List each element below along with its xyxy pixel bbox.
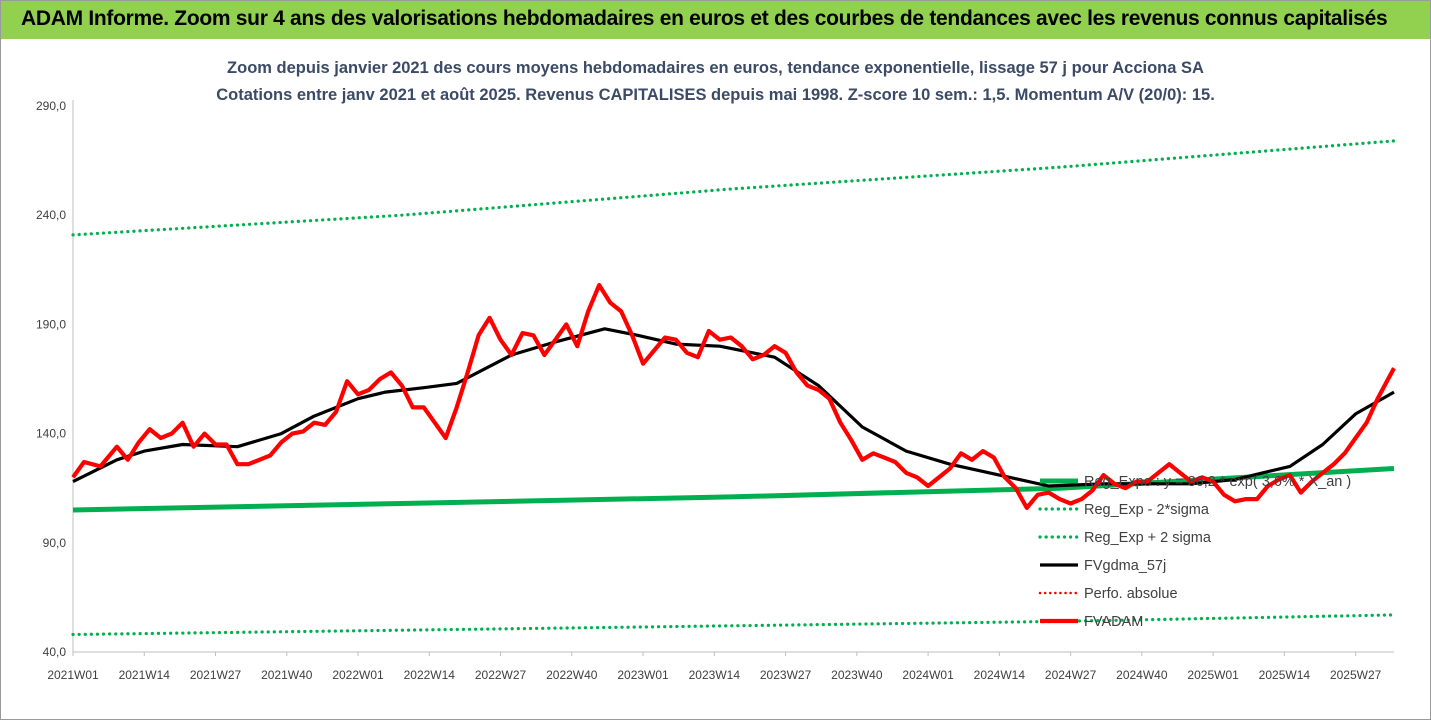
x-tick-label: 2022W40	[546, 668, 598, 682]
y-tick-label: 90,0	[43, 536, 67, 550]
legend-label: Reg_Expo : y = 86,2 * exp( 3,6% * X_an )	[1084, 474, 1351, 490]
legend-label: FVADAM	[1084, 614, 1143, 630]
x-tick-label: 2021W01	[47, 668, 99, 682]
x-tick-label: 2023W14	[689, 668, 741, 682]
legend-label: Reg_Exp - 2*sigma	[1084, 502, 1210, 518]
legend-label: Perfo. absolue	[1084, 586, 1178, 602]
x-tick-label: 2023W01	[617, 668, 669, 682]
y-tick-label: 290,0	[36, 99, 66, 113]
x-tick-label: 2025W01	[1187, 668, 1239, 682]
legend-label: Reg_Exp + 2 sigma	[1084, 530, 1212, 546]
y-tick-label: 240,0	[36, 208, 66, 222]
series-line-0	[72, 466, 1395, 513]
y-tick-label: 40,0	[43, 645, 67, 659]
legend-label: FVgdma_57j	[1084, 558, 1166, 574]
x-tick-label: 2023W27	[760, 668, 812, 682]
x-tick-label: 2024W27	[1045, 668, 1097, 682]
x-tick-label: 2025W14	[1259, 668, 1311, 682]
series-line-1	[71, 613, 1396, 637]
x-tick-label: 2022W14	[404, 668, 456, 682]
chart-title: Zoom depuis janvier 2021 des cours moyen…	[227, 59, 1204, 77]
x-tick-label: 2021W27	[190, 668, 242, 682]
series-line-3	[72, 327, 1395, 488]
x-tick-label: 2023W40	[831, 668, 883, 682]
x-tick-label: 2022W27	[475, 668, 527, 682]
header-bar: ADAM Informe. Zoom sur 4 ans des valoris…	[1, 1, 1430, 39]
chart-subtitle: Cotations entre janv 2021 et août 2025. …	[216, 86, 1215, 104]
y-tick-label: 140,0	[36, 427, 66, 441]
series-line-2	[71, 139, 1396, 237]
series-line-5	[71, 283, 1396, 510]
x-tick-label: 2021W40	[261, 668, 313, 682]
x-tick-label: 2022W01	[332, 668, 384, 682]
x-tick-label: 2024W40	[1116, 668, 1168, 682]
x-tick-label: 2024W14	[974, 668, 1026, 682]
y-tick-label: 190,0	[36, 317, 66, 331]
x-tick-label: 2025W27	[1330, 668, 1382, 682]
x-tick-label: 2024W01	[902, 668, 954, 682]
page-title: ADAM Informe. Zoom sur 4 ans des valoris…	[21, 7, 1388, 30]
x-tick-label: 2021W14	[119, 668, 171, 682]
